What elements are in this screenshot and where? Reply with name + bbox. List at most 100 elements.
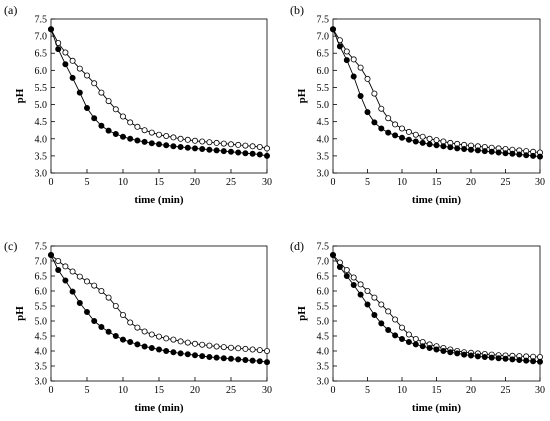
data-point-filled [474, 147, 481, 154]
data-point-filled [199, 145, 206, 152]
data-point-filled [48, 251, 55, 258]
x-tick-label: 0 [331, 177, 336, 188]
data-point-open [177, 135, 184, 142]
data-point-filled [329, 251, 336, 258]
series-line-open [332, 254, 541, 358]
data-point-open [163, 335, 170, 342]
data-point-filled [392, 132, 399, 139]
y-tick-label: 3.0 [317, 169, 330, 180]
data-point-open [398, 324, 405, 331]
x-tick-label: 25 [501, 385, 511, 396]
data-point-filled [112, 332, 119, 339]
data-point-filled [343, 57, 350, 64]
data-point-filled [364, 109, 371, 116]
x-tick-label: 0 [331, 385, 336, 396]
data-point-open [155, 131, 162, 138]
y-axis-label: pH [296, 88, 308, 103]
data-point-filled [62, 61, 69, 68]
data-point-open [220, 140, 227, 147]
y-tick-label: 4.0 [35, 347, 48, 358]
data-point-open [398, 125, 405, 132]
data-point-open [184, 339, 191, 346]
data-point-filled [98, 323, 105, 330]
data-point-filled [256, 358, 263, 365]
data-point-open [163, 132, 170, 139]
data-point-open [120, 113, 127, 120]
y-tick-label: 3.0 [317, 377, 330, 388]
series-line-open [50, 29, 268, 149]
data-point-filled [336, 263, 343, 270]
data-point-filled [364, 301, 371, 308]
y-tick-label: 6.5 [35, 49, 48, 60]
data-point-filled [263, 359, 270, 366]
y-tick-label: 5.0 [35, 317, 48, 328]
data-point-open [405, 331, 412, 338]
y-tick-label: 7.5 [317, 15, 330, 26]
x-tick-label: 15 [154, 177, 164, 188]
data-point-filled [481, 148, 488, 155]
data-point-filled [509, 356, 516, 363]
chart-panel-3: (c) 3.0 3.5 4.0 4.5 5.0 5.5 6.0 6.5 7.0 7.5 0 5 10 15 2… [4, 239, 272, 414]
data-point-filled [148, 344, 155, 351]
data-point-open [69, 57, 76, 64]
data-point-open [206, 139, 213, 146]
y-tick-label: 7.0 [317, 32, 330, 43]
data-point-filled [62, 277, 69, 284]
data-point-open [62, 49, 69, 56]
data-point-filled [76, 299, 83, 306]
x-tick-label: 30 [262, 177, 272, 188]
data-point-filled [112, 130, 119, 137]
data-point-open [155, 333, 162, 340]
data-point-open [392, 121, 399, 128]
y-tick-label: 3.0 [35, 169, 48, 180]
data-point-filled [440, 143, 447, 150]
data-point-open [412, 131, 419, 138]
data-point-filled [378, 320, 385, 327]
data-point-filled [398, 335, 405, 342]
data-point-filled [419, 139, 426, 146]
x-tick-label: 25 [226, 177, 236, 188]
data-point-open [120, 311, 127, 318]
y-tick-label: 4.5 [317, 332, 330, 343]
data-point-open [191, 137, 198, 144]
data-point-filled [163, 347, 170, 354]
x-tick-label: 15 [154, 385, 164, 396]
x-tick-label: 25 [226, 385, 236, 396]
data-point-open [343, 48, 350, 55]
data-point-filled [523, 357, 530, 364]
plot-frame [50, 18, 268, 174]
data-point-filled [516, 151, 523, 158]
data-point-open [227, 141, 234, 148]
data-point-filled [530, 152, 537, 159]
y-tick-label: 7.0 [317, 257, 330, 268]
data-point-filled [91, 317, 98, 324]
data-point-open [343, 266, 350, 273]
data-point-open [392, 316, 399, 323]
data-point-open [199, 341, 206, 348]
x-tick-label: 20 [190, 177, 200, 188]
data-point-open [134, 123, 141, 130]
data-point-open [249, 143, 256, 150]
data-point-filled [91, 115, 98, 122]
y-tick-label: 5.0 [317, 100, 330, 111]
data-point-open [385, 115, 392, 122]
panel-label: (a) [4, 3, 17, 17]
chart-panel-4: (d) 3.0 3.5 4.0 4.5 5.0 5.5 6.0 6.5 7.0 7.5 0 5 10 15 2… [290, 239, 545, 414]
y-tick-label: 3.5 [35, 151, 48, 162]
data-point-filled [170, 143, 177, 150]
x-axis-label: time (min) [134, 194, 184, 206]
data-point-filled [170, 349, 177, 356]
data-point-filled [220, 355, 227, 362]
data-point-filled [105, 127, 112, 134]
panel-label: (b) [290, 3, 304, 17]
y-axis-label: pH [296, 306, 308, 321]
data-point-open [385, 308, 392, 315]
data-point-open [141, 127, 148, 134]
chart-panel-1: (a) 3.0 3.5 4.0 4.5 5.0 5.5 6.0 6.5 7.0 7.5 0 5 10 15 2… [4, 3, 272, 206]
data-point-filled [405, 338, 412, 345]
data-point-filled [336, 43, 343, 50]
x-tick-label: 5 [365, 177, 370, 188]
data-point-open [170, 336, 177, 343]
x-tick-label: 10 [397, 385, 407, 396]
data-point-open [249, 346, 256, 353]
